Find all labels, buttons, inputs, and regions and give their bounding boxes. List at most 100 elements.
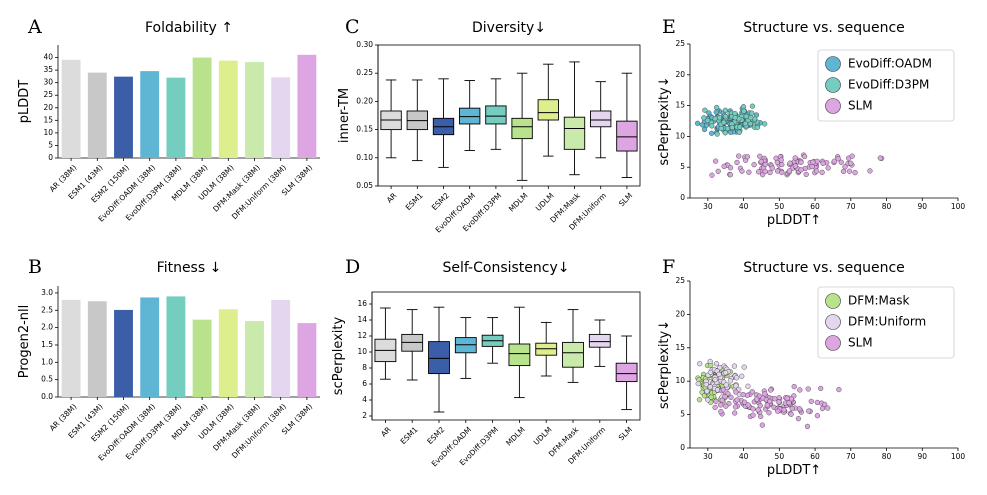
data-point <box>818 385 824 391</box>
y-tick-label: 10 <box>675 131 685 140</box>
data-point <box>744 392 750 398</box>
data-point <box>814 399 820 406</box>
y-tick-label: 3.0 <box>41 288 53 297</box>
box-iqr <box>428 341 450 375</box>
bar-oadm <box>140 71 160 158</box>
legend-marker <box>825 56 841 72</box>
data-point <box>750 406 756 412</box>
data-point <box>739 373 745 379</box>
data-point <box>792 163 799 169</box>
y-tick-label: 0.25 <box>356 68 373 77</box>
bar-udlm <box>218 309 238 397</box>
box-esm2 <box>432 78 455 168</box>
data-point <box>704 388 710 394</box>
data-point <box>709 123 715 129</box>
panel-b-fitness-bar-chart: B Fitness ↓ 0.0 0.5 1.0 1.5 2.0 2.5 3.0 Progen2-n… <box>17 256 320 463</box>
data-point <box>822 401 828 408</box>
y-tick-label: 2.0 <box>41 323 53 332</box>
x-tick-label: UDLM <box>532 425 554 447</box>
x-tick-label: 70 <box>846 202 856 211</box>
data-point <box>723 382 729 388</box>
box-d3pm <box>485 78 507 150</box>
y-tick-label: 20 <box>675 70 685 79</box>
data-point <box>795 416 801 422</box>
y-tick-label: 0.05 <box>356 181 373 190</box>
data-point <box>718 409 724 415</box>
data-point <box>714 131 720 137</box>
y-tick-label: 4 <box>362 395 367 404</box>
data-point <box>757 403 763 409</box>
chart-title: Structure vs. sequence <box>743 20 905 36</box>
data-point <box>709 130 715 136</box>
y-axis-label: pLDDT <box>17 80 32 124</box>
x-tick-label: 40 <box>739 452 749 461</box>
y-tick-label: 20 <box>675 309 685 318</box>
data-point <box>734 397 740 403</box>
x-tick-label: MDLM <box>507 191 530 214</box>
y-tick-label: 2.5 <box>41 305 53 314</box>
x-tick-label: 80 <box>882 452 892 461</box>
y-tick-label: 2 <box>362 411 367 420</box>
data-point <box>739 168 745 174</box>
data-point <box>813 168 820 174</box>
y-tick-label: 0 <box>680 193 685 202</box>
bar-mdlm <box>192 319 212 397</box>
data-point <box>840 168 847 174</box>
chart-title: Fitness ↓ <box>157 260 222 276</box>
data-point <box>784 395 790 401</box>
data-point <box>723 370 729 376</box>
x-tick-label: 90 <box>917 202 927 211</box>
x-tick-label: ESM2 <box>425 425 446 446</box>
x-tick-label: MDLM <box>504 425 527 448</box>
bar-ar <box>61 299 81 397</box>
y-tick-label: 40 <box>43 53 53 62</box>
x-tick-label: 60 <box>810 452 820 461</box>
box-iqr <box>616 120 638 152</box>
data-point <box>825 165 831 171</box>
data-point <box>836 386 842 393</box>
data-point <box>762 168 768 175</box>
data-point <box>755 407 761 413</box>
x-tick-label: DFM:Mask (38M) <box>211 163 262 214</box>
data-point <box>767 169 773 176</box>
data-point <box>737 124 743 130</box>
x-tick-label: ESM2 <box>430 191 451 212</box>
data-point <box>707 358 713 365</box>
x-tick-label: UDLM <box>534 191 556 213</box>
data-point <box>779 161 785 168</box>
legend-marker <box>825 335 841 351</box>
panel-letter: A <box>27 16 42 38</box>
chart-title: Structure vs. sequence <box>743 260 905 276</box>
data-point <box>728 394 734 400</box>
bar-slm <box>297 54 317 158</box>
data-point <box>721 163 727 169</box>
data-point <box>792 155 798 161</box>
box-esm1 <box>406 79 428 162</box>
data-point <box>768 387 774 393</box>
box-iqr <box>588 333 611 348</box>
data-point <box>769 165 775 171</box>
data-point <box>819 405 826 412</box>
box-ar <box>380 79 402 159</box>
x-axis-label: pLDDT↑ <box>767 463 821 478</box>
box-esm2 <box>428 306 450 413</box>
data-point <box>702 107 708 113</box>
data-point <box>754 396 760 402</box>
y-axis-label: scPerplexity↓ <box>657 320 672 409</box>
box-iqr <box>485 105 507 125</box>
legend-label: SLM <box>848 336 873 350</box>
box-dfmmask <box>562 309 584 383</box>
data-point <box>754 124 760 131</box>
box-iqr <box>590 110 612 128</box>
data-point <box>712 116 718 122</box>
data-point <box>707 369 714 375</box>
data-point <box>749 103 756 109</box>
data-point <box>734 159 740 166</box>
data-point <box>766 410 772 416</box>
data-point <box>719 397 725 403</box>
data-point <box>781 407 787 413</box>
box-ar <box>374 307 397 380</box>
bar-dfmuniform <box>271 299 291 397</box>
